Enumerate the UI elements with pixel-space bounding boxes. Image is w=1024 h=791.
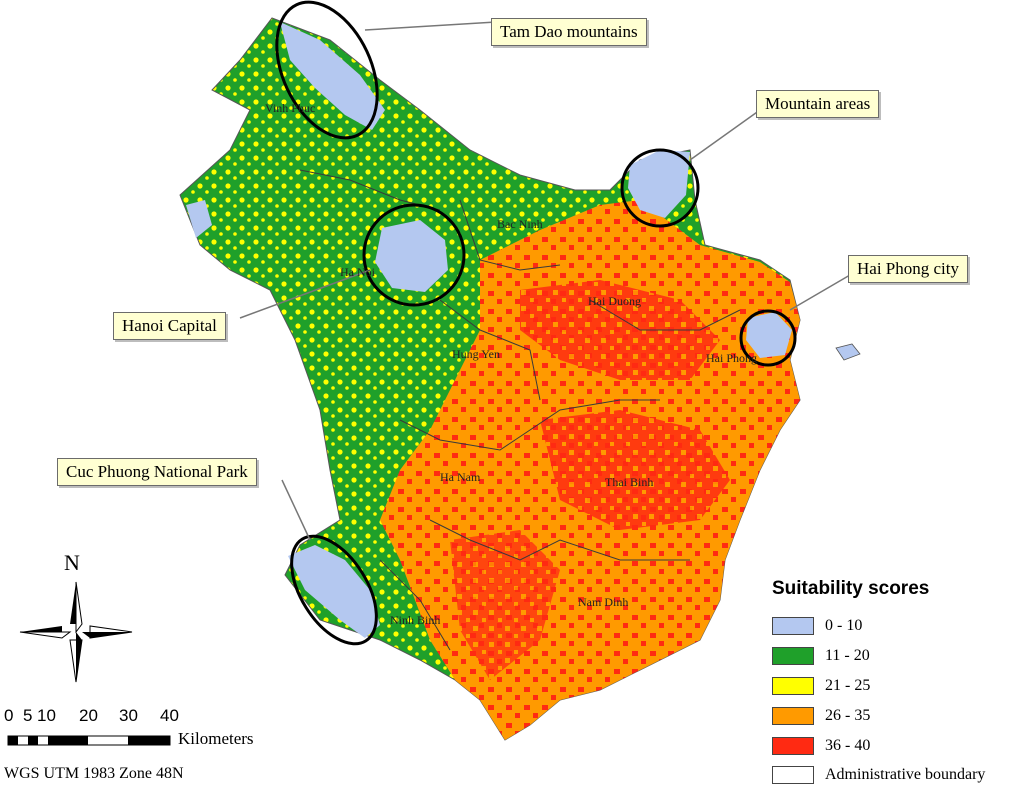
legend-label: 36 - 40 — [825, 737, 871, 754]
mountain-areas-low-zone — [628, 150, 690, 218]
legend-swatch — [772, 647, 814, 665]
callout-tam-dao: Tam Dao mountains — [491, 18, 647, 46]
red-cluster-thai-binh — [540, 410, 730, 530]
legend-title: Suitability scores — [772, 578, 930, 599]
place-hai-duong: Hai Duong — [588, 294, 641, 308]
cuc-phuong-low-zone — [288, 545, 380, 638]
legend-item-admin-boundary: Administrative boundary — [772, 764, 985, 786]
scale-tick-40: 40 — [160, 706, 179, 725]
legend-item-36-40: 36 - 40 — [772, 735, 870, 757]
callout-mountain-areas: Mountain areas — [756, 90, 880, 118]
legend-label: 0 - 10 — [825, 617, 863, 634]
place-thai-binh: Thai Binh — [605, 475, 653, 489]
place-bac-ninh: Bac Ninh — [497, 217, 543, 231]
legend-swatch — [772, 617, 814, 635]
projection-label: WGS UTM 1983 Zone 48N — [4, 765, 184, 782]
hanoi-low-zone — [375, 220, 448, 292]
scale-tick-5: 5 — [23, 706, 33, 725]
legend-item-0-10: 0 - 10 — [772, 615, 862, 637]
place-vinh-phuc: Vinh Phuc — [265, 101, 315, 115]
legend-swatch — [772, 737, 814, 755]
scale-tick-10: 10 — [37, 706, 56, 725]
tam-dao-low-zone — [280, 22, 385, 130]
tam-dao-circle — [275, 0, 379, 140]
offshore-island — [835, 343, 861, 361]
place-ha-nam: Ha Nam — [440, 470, 481, 484]
legend-swatch — [772, 677, 814, 695]
highlight-circles — [275, 0, 797, 646]
place-hai-phong: Hai Phong — [706, 351, 757, 365]
place-ninh-binh: Ninh Binh — [390, 613, 440, 627]
legend-label: Administrative boundary — [825, 766, 986, 783]
scale-units: Kilometers — [178, 729, 254, 748]
callout-leaders — [239, 21, 851, 541]
legend-label: 26 - 35 — [825, 707, 871, 724]
place-ha-noi: Ha Noi — [340, 265, 376, 279]
legend-item-21-25: 21 - 25 — [772, 675, 870, 697]
red-cluster-nam-dinh — [450, 530, 560, 680]
mountain-areas-circle — [620, 148, 700, 228]
scale-tick-0: 0 — [4, 706, 14, 725]
red-cluster-hai-duong — [520, 280, 720, 380]
legend-item-11-20: 11 - 20 — [772, 645, 870, 667]
western-low-patch — [186, 200, 212, 238]
scale-tick-30: 30 — [119, 706, 138, 725]
north-label: N — [64, 550, 80, 575]
callout-hai-phong-city: Hai Phong city — [848, 255, 968, 283]
hanoi-circle — [362, 203, 466, 307]
legend-label: 21 - 25 — [825, 677, 871, 694]
legend-swatch — [772, 766, 814, 784]
administrative-boundaries — [299, 169, 741, 651]
hai-phong-circle — [739, 309, 797, 367]
place-hung-yen: Hung Yen — [452, 347, 500, 361]
callout-hanoi-capital: Hanoi Capital — [113, 312, 226, 340]
scale-bar — [7, 735, 171, 746]
place-nam-dinh: Nam Dinh — [578, 595, 628, 609]
legend-label: 11 - 20 — [825, 647, 870, 664]
callout-cuc-phuong: Cuc Phuong National Park — [57, 458, 257, 486]
cuc-phuong-circle — [290, 534, 378, 646]
scale-tick-20: 20 — [79, 706, 98, 725]
north-arrow — [19, 581, 133, 683]
legend-swatch — [772, 707, 814, 725]
legend-item-26-35: 26 - 35 — [772, 705, 870, 727]
hai-phong-low-zone — [746, 312, 792, 358]
